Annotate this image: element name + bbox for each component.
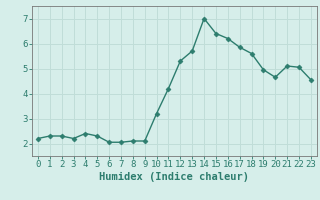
X-axis label: Humidex (Indice chaleur): Humidex (Indice chaleur)	[100, 172, 249, 182]
